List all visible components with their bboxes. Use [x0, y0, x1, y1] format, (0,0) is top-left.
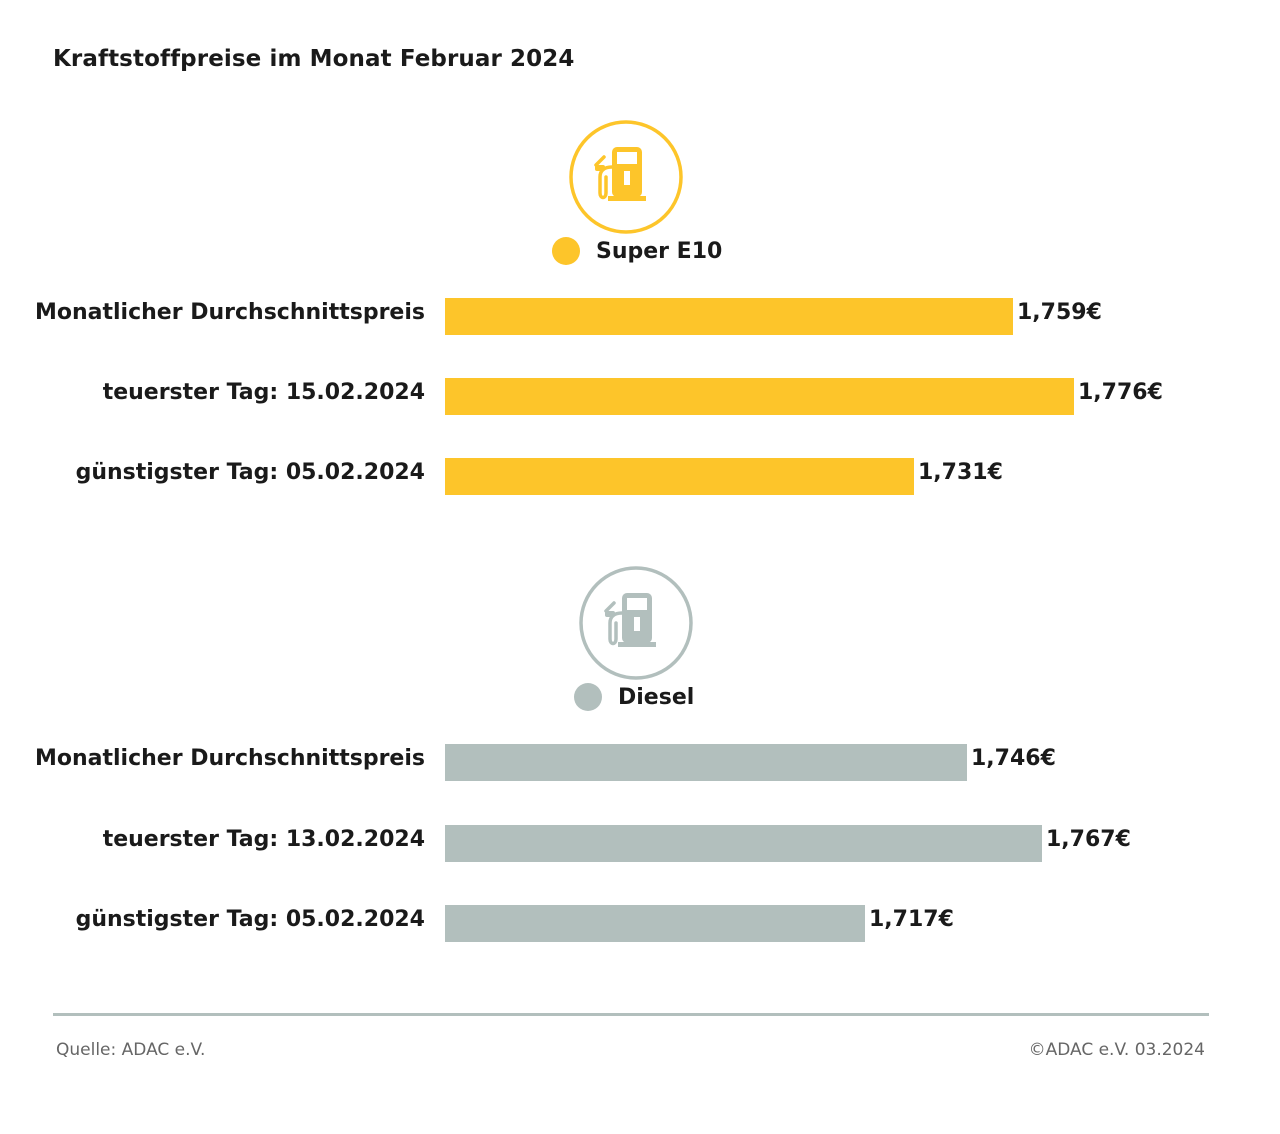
footer-divider — [53, 1013, 1209, 1016]
chart-title: Kraftstoffpreise im Monat Februar 2024 — [53, 46, 575, 72]
fuel-group-icon — [578, 565, 694, 681]
price-bar — [445, 744, 967, 781]
category-label: Monatlicher Durchschnittspreis — [34, 300, 425, 325]
data-label: 1,776€ — [1078, 380, 1163, 405]
legend-entry: Super E10 — [552, 235, 722, 267]
price-bar — [445, 458, 914, 495]
legend-label: Diesel — [618, 684, 695, 710]
price-bar — [445, 298, 1013, 335]
copyright-note: ©ADAC e.V. 03.2024 — [1028, 1040, 1205, 1060]
data-label: 1,717€ — [869, 907, 954, 932]
data-label: 1,731€ — [918, 460, 1003, 485]
legend-dot — [574, 683, 602, 711]
price-bar — [445, 378, 1074, 415]
price-bar — [445, 905, 865, 942]
data-label: 1,746€ — [971, 746, 1056, 771]
fuel-pump-icon — [569, 120, 683, 234]
data-label: 1,767€ — [1046, 827, 1131, 852]
data-label: 1,759€ — [1017, 300, 1102, 325]
source-note: Quelle: ADAC e.V. — [56, 1040, 206, 1060]
fuel-pump-icon — [579, 566, 693, 680]
legend-label: Super E10 — [596, 238, 723, 264]
legend-dot — [552, 237, 580, 265]
category-label: teuerster Tag: 15.02.2024 — [102, 380, 425, 405]
fuel-group-icon — [568, 119, 684, 235]
category-label: teuerster Tag: 13.02.2024 — [102, 827, 425, 852]
category-label: Monatlicher Durchschnittspreis — [34, 746, 425, 771]
price-bar — [445, 825, 1042, 862]
category-label: günstigster Tag: 05.02.2024 — [75, 907, 425, 932]
legend-entry: Diesel — [574, 681, 694, 713]
category-label: günstigster Tag: 05.02.2024 — [75, 460, 425, 485]
